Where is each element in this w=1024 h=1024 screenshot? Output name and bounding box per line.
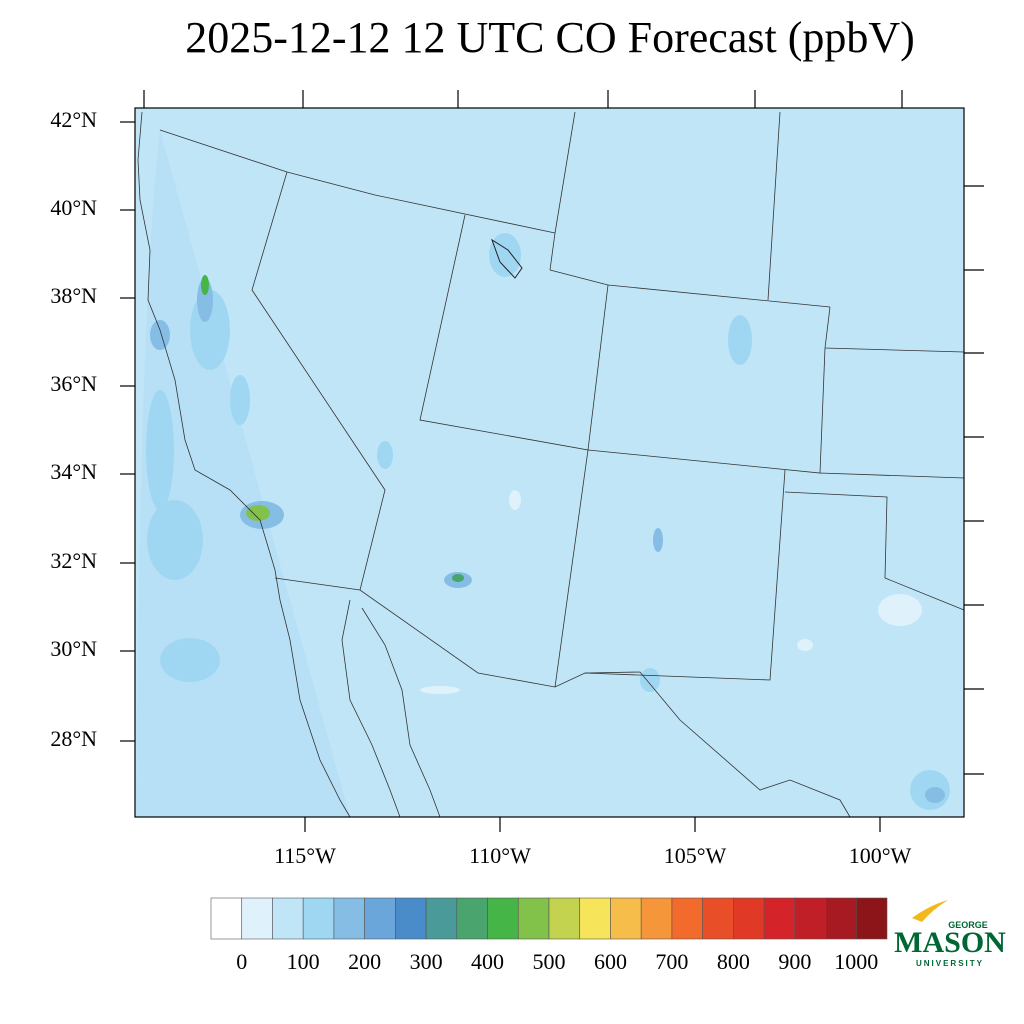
colorbar-box bbox=[702, 897, 734, 940]
colorbar-box bbox=[733, 897, 765, 940]
lat-label: 28°N bbox=[50, 726, 97, 751]
colorbar-box bbox=[456, 897, 488, 940]
map-frame bbox=[134, 107, 965, 818]
colorbar-box bbox=[610, 897, 642, 940]
lon-label: 105°W bbox=[664, 843, 727, 868]
colorbar-label: 1000 bbox=[834, 949, 878, 974]
colorbar-label: 0 bbox=[236, 949, 247, 974]
lat-label: 34°N bbox=[50, 459, 97, 484]
lake bbox=[491, 238, 523, 279]
lon-label: 115°W bbox=[274, 843, 336, 868]
colorbar-box bbox=[640, 897, 673, 940]
lat-label: 30°N bbox=[50, 636, 97, 661]
colorbar-label: 200 bbox=[348, 949, 381, 974]
state-borders bbox=[159, 111, 965, 818]
colorbar-label: 500 bbox=[533, 949, 566, 974]
logo-bottom: UNIVERSITY bbox=[916, 959, 984, 968]
map bbox=[120, 90, 984, 832]
lat-label: 36°N bbox=[50, 371, 97, 396]
colorbar-label: 400 bbox=[471, 949, 504, 974]
colorbar-box bbox=[395, 897, 427, 940]
colorbar-box bbox=[517, 897, 550, 940]
colorbar-box bbox=[302, 897, 335, 940]
colorbar-label: 100 bbox=[287, 949, 320, 974]
colorbar-box bbox=[333, 897, 365, 940]
colorbar-label: 800 bbox=[717, 949, 750, 974]
logo-name: MASON bbox=[894, 926, 1006, 959]
co-hotspot bbox=[246, 505, 270, 521]
co-hotspot bbox=[452, 574, 464, 582]
colorbar-box bbox=[763, 897, 796, 940]
colorbar-box bbox=[241, 897, 273, 940]
colorbar-box bbox=[855, 897, 888, 940]
co-hotspot bbox=[201, 275, 209, 295]
lat-label: 40°N bbox=[50, 195, 97, 220]
colorbar: 0 100 200 300 400 500 600 700 800 900 1000 bbox=[210, 897, 888, 974]
lon-label: 110°W bbox=[469, 843, 531, 868]
tick-marks bbox=[120, 90, 984, 832]
colorbar-box bbox=[671, 897, 703, 940]
low-areas bbox=[420, 490, 922, 694]
lat-label: 42°N bbox=[50, 107, 97, 132]
colorbar-label: 900 bbox=[778, 949, 811, 974]
lon-label: 100°W bbox=[849, 843, 912, 868]
colorbar-box bbox=[272, 897, 304, 940]
lat-label: 32°N bbox=[50, 548, 97, 573]
colorbar-box bbox=[487, 897, 519, 940]
colorbar-box bbox=[825, 897, 857, 940]
colorbar-box bbox=[579, 897, 611, 940]
colorbar-box bbox=[210, 897, 243, 940]
colorbar-label: 600 bbox=[594, 949, 627, 974]
logo-swoosh bbox=[912, 900, 948, 922]
gulf-coast bbox=[341, 599, 441, 818]
lat-label: 38°N bbox=[50, 283, 97, 308]
colorbar-box bbox=[425, 897, 458, 940]
colorbar-label: 700 bbox=[655, 949, 688, 974]
colorbar-box bbox=[794, 897, 826, 940]
coastline bbox=[137, 111, 351, 818]
colorbar-label: 300 bbox=[410, 949, 443, 974]
axis-labels: 42°N 40°N 38°N 36°N 34°N 32°N 30°N 28°N 115°W 110… bbox=[50, 107, 911, 868]
title: 2025-12-12 12 UTC CO Forecast (ppbV) bbox=[185, 13, 915, 62]
colorbar-box bbox=[548, 897, 581, 940]
logo: GEORGE MASON UNIVERSITY bbox=[894, 900, 1006, 968]
logo-top: GEORGE bbox=[948, 920, 988, 930]
colorbar-box bbox=[364, 897, 396, 940]
